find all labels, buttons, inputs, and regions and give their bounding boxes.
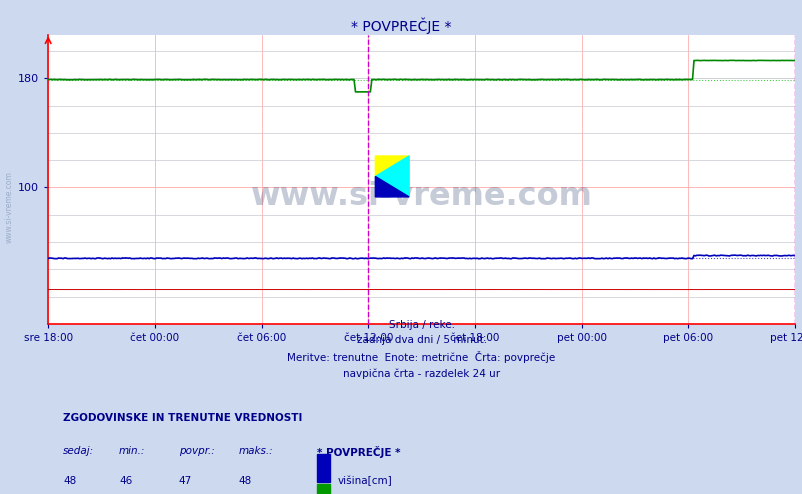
Text: sedaj:: sedaj:	[63, 446, 94, 456]
Bar	[317, 454, 330, 483]
Text: 48: 48	[63, 476, 76, 486]
Text: www.si-vreme.com: www.si-vreme.com	[5, 171, 14, 244]
Text: www.si-vreme.com: www.si-vreme.com	[250, 181, 592, 212]
Text: * POVPREČJE *: * POVPREČJE *	[350, 17, 452, 34]
Text: min.:: min.:	[119, 446, 145, 456]
Polygon shape	[375, 156, 408, 176]
Polygon shape	[375, 176, 408, 197]
Text: * POVPREČJE *: * POVPREČJE *	[317, 446, 400, 458]
Text: višina[cm]: višina[cm]	[338, 476, 392, 486]
Text: povpr.:: povpr.:	[179, 446, 214, 456]
Text: Srbija / reke.
zadnja dva dni / 5 minut.
Meritve: trenutne  Enote: metrične  Črt: Srbija / reke. zadnja dva dni / 5 minut.…	[287, 321, 555, 379]
Text: 46: 46	[119, 476, 132, 486]
Text: ZGODOVINSKE IN TRENUTNE VREDNOSTI: ZGODOVINSKE IN TRENUTNE VREDNOSTI	[63, 413, 302, 423]
Text: maks.:: maks.:	[238, 446, 273, 456]
Bar	[317, 484, 330, 494]
Text: 47: 47	[179, 476, 192, 486]
Text: 48: 48	[238, 476, 252, 486]
Polygon shape	[375, 156, 408, 197]
